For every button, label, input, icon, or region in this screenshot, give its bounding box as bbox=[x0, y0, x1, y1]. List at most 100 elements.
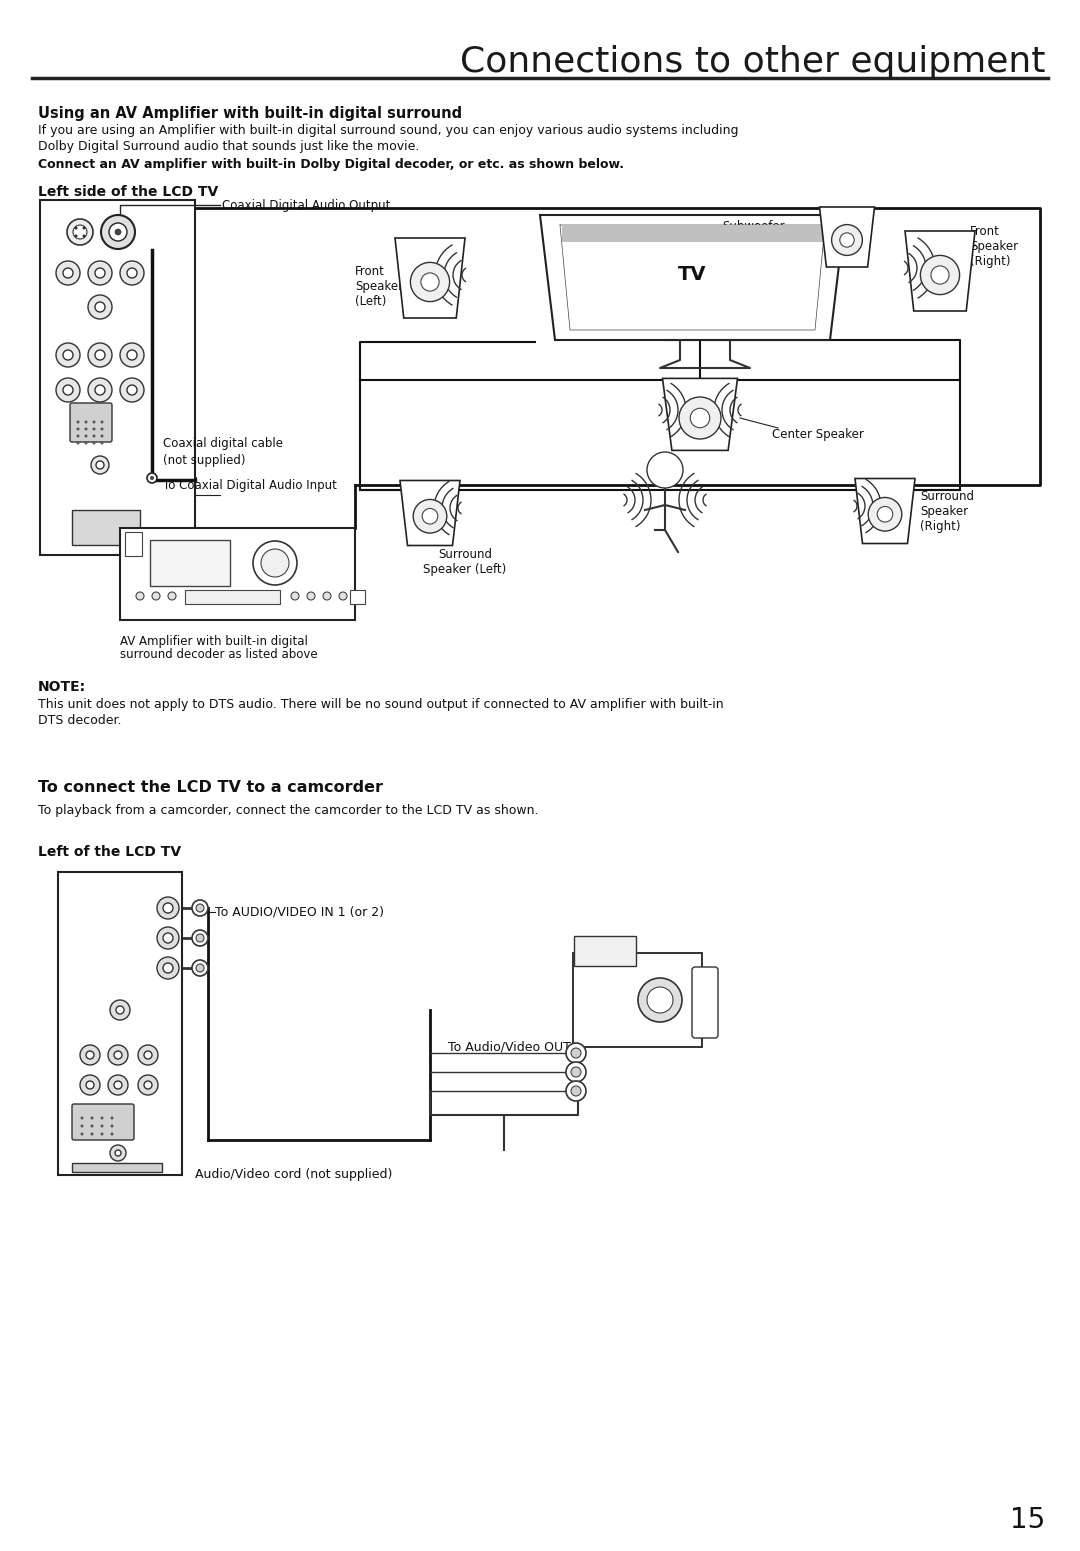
Ellipse shape bbox=[410, 262, 449, 301]
Ellipse shape bbox=[163, 963, 173, 972]
Circle shape bbox=[323, 592, 330, 600]
Bar bbox=[150, 540, 230, 586]
Ellipse shape bbox=[144, 1081, 152, 1089]
Circle shape bbox=[93, 428, 95, 431]
FancyBboxPatch shape bbox=[692, 966, 718, 1038]
FancyBboxPatch shape bbox=[573, 935, 636, 966]
Text: This unit does not apply to DTS audio. There will be no sound output if connecte: This unit does not apply to DTS audio. T… bbox=[38, 698, 724, 710]
Polygon shape bbox=[855, 479, 915, 543]
Text: TV: TV bbox=[678, 265, 706, 284]
Ellipse shape bbox=[120, 261, 144, 285]
Ellipse shape bbox=[261, 549, 289, 577]
Text: To AUDIO/VIDEO IN 1 (or 2): To AUDIO/VIDEO IN 1 (or 2) bbox=[215, 906, 384, 918]
Text: Left of the LCD TV: Left of the LCD TV bbox=[38, 845, 181, 859]
Circle shape bbox=[566, 1042, 586, 1062]
Circle shape bbox=[150, 476, 154, 479]
Circle shape bbox=[75, 234, 78, 237]
Circle shape bbox=[91, 1132, 94, 1135]
Circle shape bbox=[84, 420, 87, 423]
FancyBboxPatch shape bbox=[573, 952, 702, 1047]
Text: Speaker: Speaker bbox=[920, 506, 968, 518]
Circle shape bbox=[136, 592, 144, 600]
Circle shape bbox=[110, 1124, 113, 1128]
Text: (Right): (Right) bbox=[970, 254, 1011, 268]
Ellipse shape bbox=[138, 1075, 158, 1095]
Ellipse shape bbox=[63, 268, 73, 278]
Ellipse shape bbox=[679, 397, 721, 439]
Circle shape bbox=[114, 230, 121, 236]
Ellipse shape bbox=[80, 1045, 100, 1066]
Ellipse shape bbox=[414, 499, 447, 534]
Circle shape bbox=[192, 960, 208, 976]
Polygon shape bbox=[540, 216, 845, 340]
Bar bbox=[72, 510, 140, 544]
Ellipse shape bbox=[127, 385, 137, 396]
Bar bbox=[40, 200, 195, 555]
Circle shape bbox=[195, 934, 204, 941]
Bar bbox=[58, 872, 183, 1176]
Circle shape bbox=[100, 434, 104, 437]
Ellipse shape bbox=[253, 541, 297, 585]
Ellipse shape bbox=[157, 927, 179, 949]
Polygon shape bbox=[905, 231, 975, 312]
Text: Connect an AV amplifier with built-in Dolby Digital decoder, or etc. as shown be: Connect an AV amplifier with built-in Do… bbox=[38, 158, 624, 171]
Ellipse shape bbox=[108, 1045, 129, 1066]
Ellipse shape bbox=[127, 268, 137, 278]
Ellipse shape bbox=[120, 343, 144, 368]
Circle shape bbox=[152, 592, 160, 600]
Ellipse shape bbox=[422, 509, 437, 524]
Circle shape bbox=[81, 1117, 83, 1120]
Circle shape bbox=[93, 442, 95, 445]
Circle shape bbox=[91, 1117, 94, 1120]
Ellipse shape bbox=[86, 1081, 94, 1089]
Bar bbox=[72, 1163, 162, 1173]
Circle shape bbox=[84, 428, 87, 431]
Circle shape bbox=[110, 1117, 113, 1120]
Circle shape bbox=[81, 1124, 83, 1128]
Ellipse shape bbox=[73, 225, 87, 239]
Ellipse shape bbox=[102, 216, 135, 250]
Text: Surround: Surround bbox=[438, 548, 492, 561]
Text: Coaxial Digital Audio Output: Coaxial Digital Audio Output bbox=[222, 199, 390, 211]
Ellipse shape bbox=[157, 896, 179, 920]
Circle shape bbox=[100, 1124, 104, 1128]
Circle shape bbox=[195, 904, 204, 912]
Circle shape bbox=[93, 434, 95, 437]
Ellipse shape bbox=[114, 1149, 121, 1155]
Circle shape bbox=[100, 1132, 104, 1135]
Text: Using an AV Amplifier with built-in digital surround: Using an AV Amplifier with built-in digi… bbox=[38, 105, 462, 121]
Ellipse shape bbox=[144, 1052, 152, 1059]
Circle shape bbox=[82, 226, 85, 230]
Ellipse shape bbox=[109, 223, 127, 240]
Circle shape bbox=[84, 442, 87, 445]
Circle shape bbox=[100, 420, 104, 423]
Ellipse shape bbox=[56, 343, 80, 368]
Ellipse shape bbox=[87, 378, 112, 402]
FancyBboxPatch shape bbox=[70, 403, 112, 442]
Ellipse shape bbox=[67, 219, 93, 245]
Bar bbox=[120, 527, 355, 620]
Circle shape bbox=[307, 592, 315, 600]
Ellipse shape bbox=[63, 351, 73, 360]
Bar bbox=[125, 532, 141, 555]
Ellipse shape bbox=[931, 265, 949, 284]
Polygon shape bbox=[820, 206, 875, 267]
Circle shape bbox=[100, 428, 104, 431]
Ellipse shape bbox=[96, 461, 104, 468]
Text: (not supplied): (not supplied) bbox=[163, 454, 245, 467]
Circle shape bbox=[571, 1048, 581, 1058]
Circle shape bbox=[75, 226, 78, 230]
Ellipse shape bbox=[163, 934, 173, 943]
Ellipse shape bbox=[91, 456, 109, 475]
Ellipse shape bbox=[138, 1045, 158, 1066]
Circle shape bbox=[110, 1132, 113, 1135]
Ellipse shape bbox=[114, 1081, 122, 1089]
Ellipse shape bbox=[127, 351, 137, 360]
Circle shape bbox=[77, 428, 80, 431]
Polygon shape bbox=[400, 481, 460, 546]
Circle shape bbox=[147, 473, 157, 482]
Circle shape bbox=[291, 592, 299, 600]
Ellipse shape bbox=[690, 408, 710, 428]
Ellipse shape bbox=[80, 1075, 100, 1095]
Ellipse shape bbox=[87, 343, 112, 368]
